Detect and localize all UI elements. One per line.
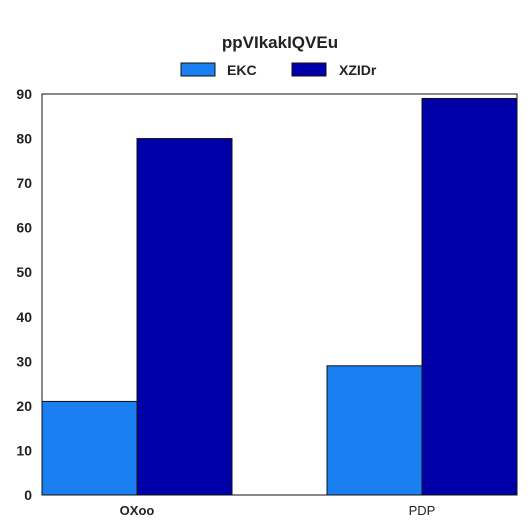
x-axis: OXoo PDP: [120, 503, 436, 518]
bar-xzidr-oxoo: [136, 138, 233, 496]
bar-ekc-oxoo: [41, 400, 138, 496]
plot-frame: [41, 93, 518, 496]
y-tick-label-60: 60: [16, 220, 32, 236]
y-tick-label-10: 10: [16, 442, 32, 458]
y-tick-label-20: 20: [16, 398, 32, 414]
bar-xzidr-pdp: [421, 97, 518, 496]
y-tick-label-80: 80: [16, 131, 32, 147]
bar-ekc-pdp: [326, 365, 423, 496]
y-tick-label-90: 90: [16, 86, 32, 102]
legend-swatch-ekc: [180, 62, 216, 77]
y-tick-label-50: 50: [16, 264, 32, 280]
y-tick-label-40: 40: [16, 309, 32, 325]
y-tick-label-30: 30: [16, 353, 32, 369]
legend-label-ekc: EKC: [227, 62, 257, 78]
x-tick-label-oxoo: OXoo: [120, 503, 155, 518]
legend: EKC XZIDr: [180, 62, 377, 78]
bars: [41, 97, 518, 496]
chart-title: ppVIkakIQVEu: [222, 33, 338, 52]
y-tick-label-0: 0: [24, 487, 32, 503]
y-tick-label-70: 70: [16, 175, 32, 191]
y-axis: 0 10 20 30 40 50 60 70 80 90: [16, 86, 32, 503]
x-tick-label-pdp: PDP: [409, 503, 436, 518]
legend-label-xzidr: XZIDr: [339, 62, 377, 78]
legend-swatch-xzidr: [291, 62, 327, 77]
